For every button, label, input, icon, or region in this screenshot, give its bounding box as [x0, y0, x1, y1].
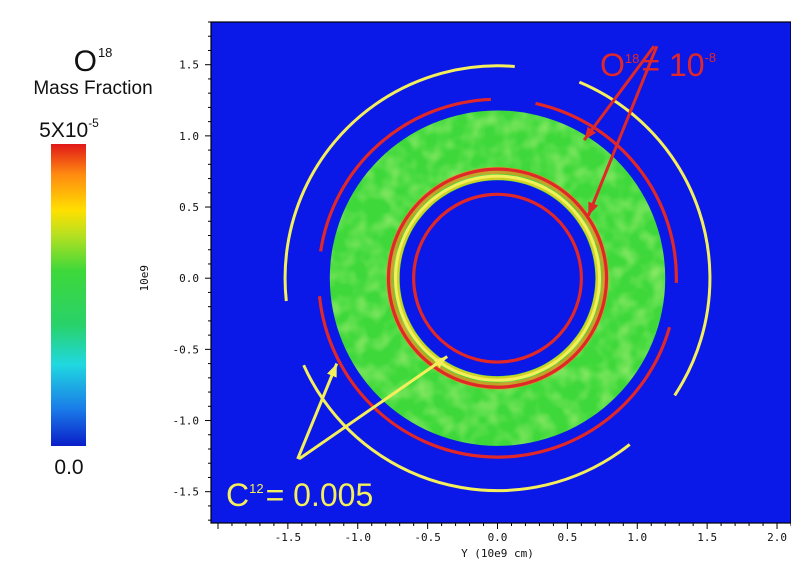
- annotation-arrow-3: [298, 355, 449, 461]
- colorbar-title: O18 Mass Fraction: [0, 38, 186, 100]
- mass-fraction-field: [329, 110, 666, 446]
- annotation-arrow-1: [586, 45, 659, 217]
- annotation-arrowhead-1: [588, 201, 599, 216]
- x-tick-label: 0.0: [488, 531, 508, 544]
- y-axis-label: 10e9: [138, 265, 151, 292]
- y-tick-label: 1.0: [179, 130, 199, 143]
- y-tick-label: 1.5: [179, 59, 199, 72]
- annotation-arrowhead-3: [433, 356, 448, 369]
- colorbar-max-label: 5X10-5: [39, 116, 99, 142]
- arrow-layer: [296, 45, 659, 461]
- plot-frame: [210, 21, 791, 524]
- field-inner-edge: [396, 176, 599, 380]
- plot-background: [211, 22, 791, 523]
- colorbar-quantity: Mass Fraction: [33, 78, 153, 99]
- y-tick-label: -0.5: [173, 343, 200, 356]
- colorbar-min-label: 0.0: [54, 456, 84, 479]
- x-tick-label: -1.5: [275, 531, 302, 544]
- x-tick-label: 0.5: [557, 531, 577, 544]
- colorbar-max-exponent: -5: [88, 116, 99, 130]
- colorbar-gradient: [51, 144, 86, 446]
- contour-label-c12: C12= 0.005: [226, 477, 373, 513]
- contour-c12-1: [283, 64, 712, 493]
- contour-o18-2: [317, 97, 678, 459]
- axis-layer: -1.5 -1.0 -0.5 0.0 0.5 1.0 1.5 2.0 1.5 1.0 0.5 0.0 -…: [138, 21, 791, 560]
- annotation-arrowhead-2: [327, 363, 337, 378]
- x-tick-label: -0.5: [414, 531, 441, 544]
- contour-layer: [283, 64, 712, 493]
- annotation-arrow-2: [296, 363, 339, 460]
- contour-label-o18: O18= 10-8: [600, 47, 716, 83]
- colorbar-isotope: 18: [97, 45, 113, 60]
- y-tick-label: 0.5: [179, 201, 199, 214]
- annotation-layer: O18= 10-8 C12= 0.005: [226, 47, 716, 513]
- x-tick-label: 1.5: [697, 531, 717, 544]
- x-tick-label: 2.0: [767, 531, 787, 544]
- y-tick-label: -1.0: [173, 415, 200, 428]
- y-tick-label: 0.0: [179, 272, 199, 285]
- contour-o18-1: [386, 167, 609, 389]
- y-tick-label: -1.5: [173, 486, 200, 499]
- annotation-arrow-0: [582, 45, 656, 142]
- contour-c12-0: [393, 174, 602, 382]
- colorbar-species: O18: [73, 45, 113, 78]
- field-ring-texture: [329, 110, 666, 446]
- x-axis-label: Y (10e9 cm): [461, 547, 534, 560]
- x-tick-label: 1.0: [627, 531, 647, 544]
- contour-o18-0: [412, 192, 583, 364]
- x-tick-label: -1.0: [344, 531, 371, 544]
- annotation-arrowhead-0: [584, 126, 597, 141]
